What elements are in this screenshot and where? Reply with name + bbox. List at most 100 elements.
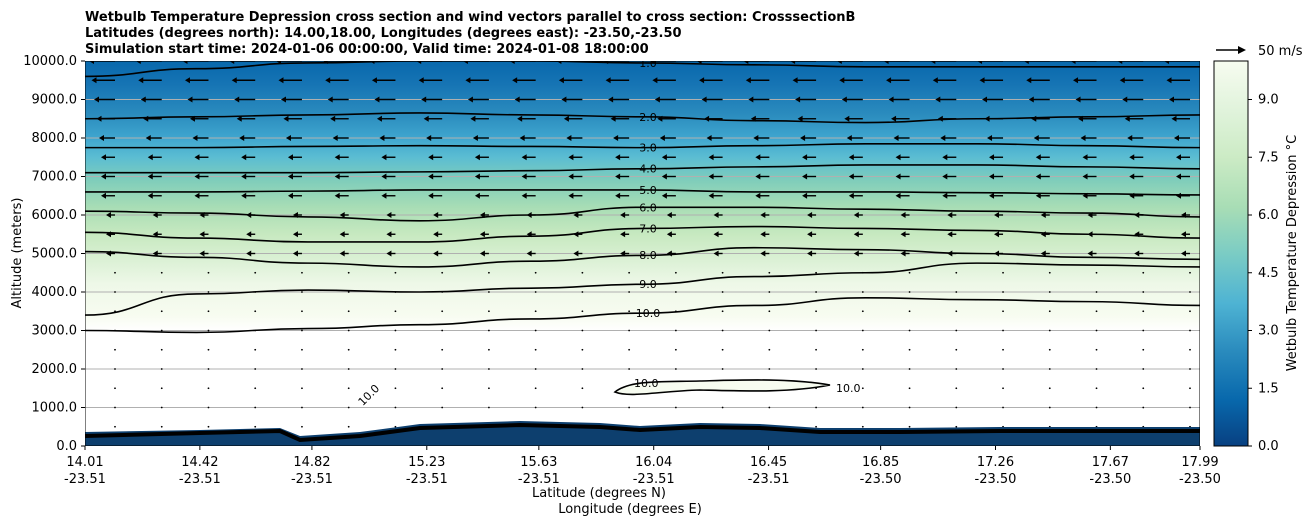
wind-vector (581, 291, 584, 293)
contour-label-extra-2: 10.0 (836, 382, 861, 395)
wind-vector-head (883, 61, 889, 64)
wind-vector (347, 271, 350, 274)
y-tick-label-8: 8000.0 (32, 131, 78, 146)
wind-vector-head (246, 231, 252, 238)
wind-vector (114, 271, 116, 274)
x-tick-lat-10: 17.99 (1181, 455, 1218, 470)
wind-vector-head (1082, 173, 1088, 180)
wind-vector (908, 310, 911, 313)
wind-vector (861, 291, 864, 293)
wind-vector (1189, 406, 1191, 409)
wind-vector (815, 310, 817, 313)
wind-vector-head (1075, 96, 1081, 103)
wind-vector (908, 271, 911, 274)
wind-vector-head (330, 115, 336, 122)
wind-vector (1095, 406, 1098, 409)
wind-vector (628, 406, 631, 409)
wind-vector-head (708, 154, 714, 161)
wind-vector (207, 387, 210, 390)
wind-vector (301, 368, 303, 370)
wind-vector (347, 387, 350, 390)
wind-vector-head (795, 96, 801, 103)
x-tick-lat-4: 15.63 (520, 455, 557, 470)
wind-vector (488, 291, 490, 293)
wind-vector (1095, 348, 1098, 351)
contour-label-extra-1: 10.0 (634, 377, 659, 390)
x-tick-lat-2: 14.82 (293, 455, 330, 470)
wind-vector (114, 291, 116, 293)
x-tick-lat-8: 17.26 (977, 455, 1014, 470)
wind-vector-head (1127, 135, 1133, 141)
wind-vector (534, 387, 537, 390)
wind-vector-head (666, 212, 672, 218)
wind-vector (674, 271, 677, 274)
x-tick-lon-3: -23.51 (406, 472, 448, 487)
y-tick-label-1: 1000.0 (32, 401, 78, 416)
wind-vector-head (1129, 154, 1135, 161)
wind-vector-head (1164, 61, 1169, 64)
wind-vector-head (886, 77, 892, 84)
x-tick-lat-1: 14.42 (181, 455, 218, 470)
wind-vector-head (241, 192, 247, 199)
wind-vectors (89, 61, 1191, 428)
wind-vector-head (654, 96, 660, 103)
wind-vector (534, 368, 537, 370)
wind-vector-head (512, 77, 518, 84)
wind-vector (1048, 329, 1051, 332)
wind-vector (721, 291, 724, 293)
wind-vector-head (479, 231, 485, 238)
wind-vector-head (1169, 96, 1174, 103)
wind-vector (207, 368, 210, 370)
wind-vector (955, 271, 958, 274)
wind-vector-head (1119, 77, 1125, 84)
wind-vector-head (91, 77, 97, 84)
x-axis: 14.01 -23.51 14.42 -23.51 14.82 -23.51 15.23 -2… (64, 446, 1221, 487)
wind-vector (1095, 387, 1098, 390)
wind-vector-head (278, 77, 284, 84)
contour-label-1.0: 1.0 (639, 57, 657, 70)
wind-vector (1189, 368, 1191, 370)
wind-vector (1142, 387, 1145, 390)
wind-vector-head (848, 154, 854, 161)
wind-vector (1142, 329, 1145, 332)
wind-vector (581, 271, 584, 274)
wind-vector-head (979, 77, 985, 84)
wind-vector (301, 387, 303, 390)
wind-vector-head (561, 96, 567, 103)
title-line-2: Latitudes (degrees north): 14.00,18.00, … (85, 26, 682, 41)
wind-vector-head (893, 135, 899, 141)
wind-vector-head (888, 96, 894, 103)
wind-key-label: 50 m/s (1258, 44, 1303, 59)
wind-vector (674, 348, 677, 351)
wind-vector-head (152, 250, 158, 257)
wind-vector-head (465, 77, 471, 84)
wind-vector (160, 406, 163, 409)
y-tick-label-2: 2000.0 (32, 362, 78, 377)
wind-vector (861, 368, 864, 370)
wind-vector-head (474, 154, 480, 161)
wind-vector-head (101, 173, 106, 180)
wind-vector (114, 348, 116, 351)
wind-vector-head (199, 250, 205, 257)
wind-vector-head (613, 135, 619, 141)
wind-vector (861, 387, 864, 390)
wind-vector-head (844, 115, 850, 122)
wind-vector (301, 291, 303, 293)
wind-vector-head (94, 96, 99, 103)
wind-vector (581, 387, 584, 390)
wind-vector-head (836, 61, 842, 64)
x-tick-lon-8: -23.50 (975, 472, 1017, 487)
wind-vector (254, 271, 257, 274)
wind-vector (394, 310, 397, 313)
x-axis-label-lon: Longitude (degrees E) (558, 502, 702, 517)
wind-vector (721, 329, 724, 332)
wind-vector (394, 387, 397, 390)
x-tick-lon-7: -23.50 (860, 472, 902, 487)
wind-vector-head (713, 231, 719, 238)
wind-vector-head (145, 135, 151, 141)
wind-vector (1189, 329, 1191, 332)
x-tick-lat-3: 15.23 (408, 455, 445, 470)
contour-label-7.0: 7.0 (639, 222, 657, 235)
wind-vector (534, 310, 537, 313)
contour-line-8.0 (85, 246, 1200, 268)
